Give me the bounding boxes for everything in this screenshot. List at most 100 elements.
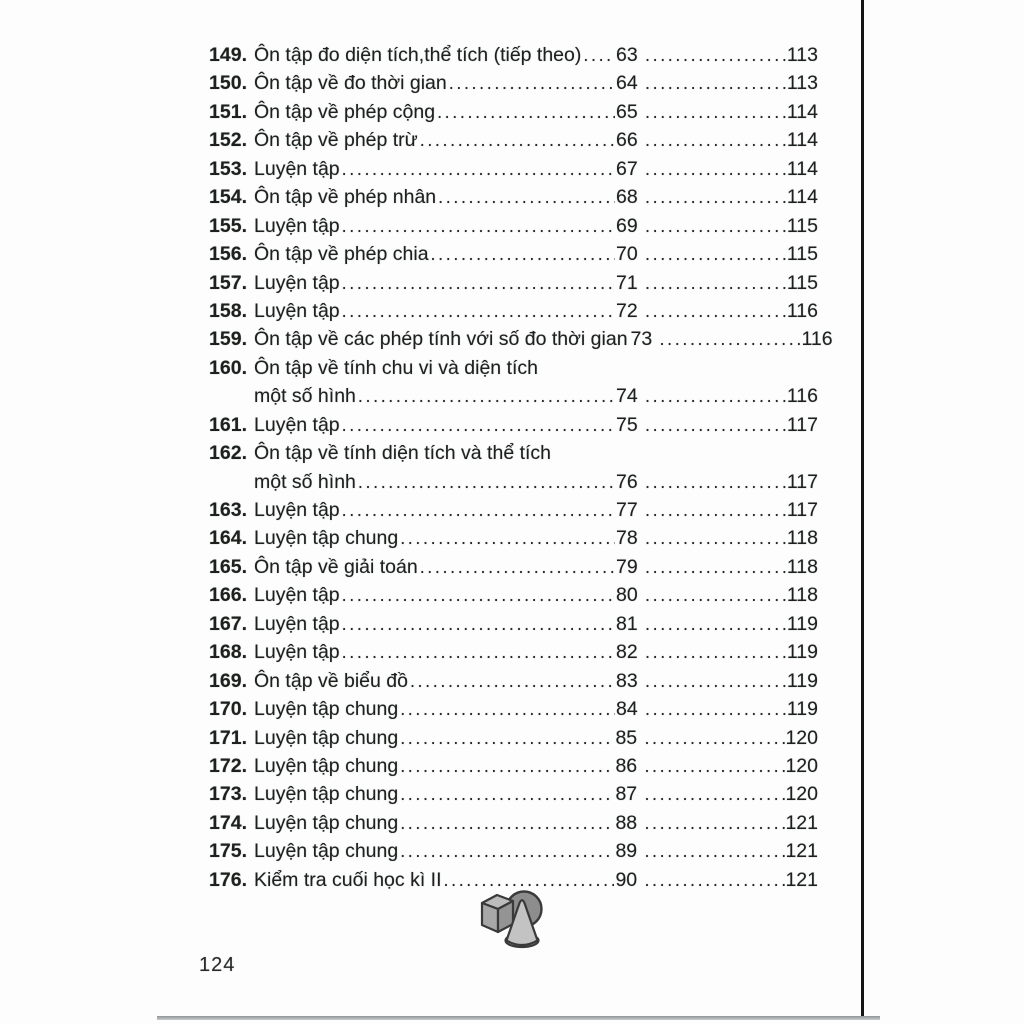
dot-leader: ........................................… bbox=[644, 755, 786, 776]
answer-page-number: 114 bbox=[786, 186, 818, 209]
answer-page-number: 115 bbox=[786, 214, 818, 237]
entry-number: 149. bbox=[209, 44, 247, 66]
entry-number: 171. bbox=[209, 726, 247, 749]
toc-entry: 151. Ôn tập về phép cộng.................… bbox=[205, 98, 818, 126]
dot-leader: ........................................… bbox=[644, 784, 786, 805]
toc-entry: 161. Luyện tập ..........................… bbox=[205, 411, 818, 439]
dot-leader: ........................................… bbox=[400, 841, 614, 862]
lesson-page-number: 66 bbox=[616, 129, 638, 152]
entry-number: 173. bbox=[209, 783, 247, 806]
dot-leader: ........................................… bbox=[400, 699, 615, 720]
dot-leader: ........................................… bbox=[645, 386, 786, 407]
toc-entry: 174. Luyện tập chung.....................… bbox=[205, 809, 818, 837]
entry-title: Luyện tập chung bbox=[254, 811, 399, 834]
answer-page-number: 119 bbox=[786, 641, 818, 664]
dot-leader: ........................................… bbox=[419, 556, 615, 577]
entry-title: Ôn tập về biểu đồ bbox=[254, 669, 408, 692]
lesson-page-number: 68 bbox=[616, 186, 638, 209]
toc-entry-continuation: một số hình.............................… bbox=[205, 468, 818, 496]
toc-entry: 176. Kiểm tra cuối học kì II.............… bbox=[205, 866, 818, 894]
answer-page-number: 114 bbox=[786, 100, 818, 123]
lesson-page-number: 88 bbox=[615, 811, 638, 834]
lesson-page-number: 73 bbox=[630, 328, 653, 351]
entry-title: Ôn tập về tính diện tích và thể tích bbox=[254, 442, 552, 465]
toc-entry: 160. Ôn tập về tính chu vi và diện tích bbox=[205, 354, 818, 382]
entry-title: Luyện tập bbox=[254, 299, 340, 322]
toc-entry: 172. Luyện tập chung ....................… bbox=[205, 752, 818, 780]
toc-entry: 152. Ôn tập về phép trừ..................… bbox=[205, 126, 818, 154]
entry-number: 159. bbox=[209, 328, 247, 351]
entry-title: Luyện tập bbox=[254, 584, 340, 607]
entry-number: 174. bbox=[209, 811, 247, 834]
dot-leader: ........................................… bbox=[357, 386, 615, 407]
cube-icon bbox=[480, 893, 515, 934]
toc-entry: 156. Ôn tập về phép chia ................… bbox=[205, 240, 818, 268]
dot-leader: ........................................… bbox=[659, 329, 801, 350]
toc-entry: 173. Luyện tập chung.....................… bbox=[205, 780, 818, 808]
dot-leader: ........................................… bbox=[645, 244, 786, 265]
lesson-page-number: 71 bbox=[616, 271, 638, 294]
dot-leader: ........................................… bbox=[437, 101, 615, 122]
entry-number: 170. bbox=[209, 698, 247, 721]
answer-page-number: 116 bbox=[801, 328, 833, 351]
lesson-page-number: 78 bbox=[616, 527, 638, 550]
answer-page-number: 121 bbox=[785, 811, 818, 834]
answer-page-number: 120 bbox=[785, 726, 818, 749]
answer-page-number: 117 bbox=[786, 470, 818, 493]
entry-title: Luyện tập bbox=[254, 499, 340, 521]
entry-title: Ôn tập về giải toán bbox=[254, 555, 418, 578]
dot-leader: ........................................… bbox=[400, 784, 614, 805]
lesson-page-number: 75 bbox=[616, 413, 638, 436]
dot-leader: ........................................… bbox=[400, 727, 614, 748]
dot-leader: ........................................… bbox=[644, 727, 786, 748]
dot-leader: ........................................… bbox=[400, 528, 615, 549]
answer-page-number: 115 bbox=[786, 243, 818, 266]
entry-number: 156. bbox=[209, 243, 247, 266]
dot-leader: ........................................… bbox=[645, 613, 786, 634]
answer-page-number: 114 bbox=[786, 157, 818, 180]
dot-leader: ........................................… bbox=[645, 130, 786, 151]
dot-leader: ........................................… bbox=[341, 642, 615, 663]
answer-page-number: 119 bbox=[786, 669, 818, 692]
toc-entry: 149. Ôn tập đo diện tích,thể tích (tiếp t… bbox=[205, 41, 818, 69]
answer-page-number: 116 bbox=[786, 299, 818, 322]
dot-leader: ........................................… bbox=[645, 215, 786, 236]
toc-entry: 162. Ôn tập về tính diện tích và thể tích bbox=[205, 439, 818, 467]
dot-leader: ........................................… bbox=[644, 869, 786, 890]
entry-number: 161. bbox=[209, 413, 247, 436]
entry-title: Ôn tập về phép cộng bbox=[254, 100, 436, 123]
entry-title-continuation: một số hình bbox=[254, 385, 356, 408]
toc-entry: 167. Luyện tập ..........................… bbox=[205, 610, 818, 638]
entry-number: 162. bbox=[209, 442, 247, 465]
dot-leader: ........................................… bbox=[645, 272, 786, 293]
lesson-page-number: 80 bbox=[616, 584, 638, 607]
entry-number: 163. bbox=[209, 499, 247, 521]
entry-title: Ôn tập về tính chu vi và diện tích bbox=[254, 356, 538, 379]
entry-title: Kiểm tra cuối học kì II bbox=[254, 868, 442, 891]
entry-title-continuation: một số hình bbox=[254, 470, 356, 493]
dot-leader: ........................................… bbox=[645, 73, 786, 94]
dot-leader: ........................................… bbox=[341, 585, 615, 606]
lesson-page-number: 65 bbox=[616, 100, 638, 123]
entry-title: Luyện tập bbox=[254, 413, 340, 436]
lesson-page-number: 82 bbox=[616, 641, 638, 664]
entry-number: 157. bbox=[209, 271, 247, 294]
entry-title: Luyện tập bbox=[254, 214, 340, 237]
entry-title: Luyện tập chung bbox=[254, 698, 399, 721]
entry-title: Luyện tập chung bbox=[254, 726, 399, 749]
dot-leader: ........................................… bbox=[357, 471, 615, 492]
lesson-page-number: 63 bbox=[616, 44, 638, 66]
dot-leader: ........................................… bbox=[443, 869, 615, 890]
toc-entry: 175. Luyện tập chung.....................… bbox=[205, 837, 818, 865]
answer-page-number: 119 bbox=[786, 698, 818, 721]
dot-leader: ........................................… bbox=[583, 45, 615, 65]
entry-number: 167. bbox=[209, 612, 247, 635]
entry-title: Luyện tập chung bbox=[254, 840, 399, 863]
dot-leader: ........................................… bbox=[645, 642, 786, 663]
entry-number: 168. bbox=[209, 641, 247, 664]
lesson-page-number: 67 bbox=[616, 157, 638, 180]
answer-page-number: 117 bbox=[786, 413, 818, 436]
dot-leader: ........................................… bbox=[645, 101, 786, 122]
dot-leader: ........................................… bbox=[645, 45, 786, 65]
dot-leader: ........................................… bbox=[645, 500, 786, 520]
